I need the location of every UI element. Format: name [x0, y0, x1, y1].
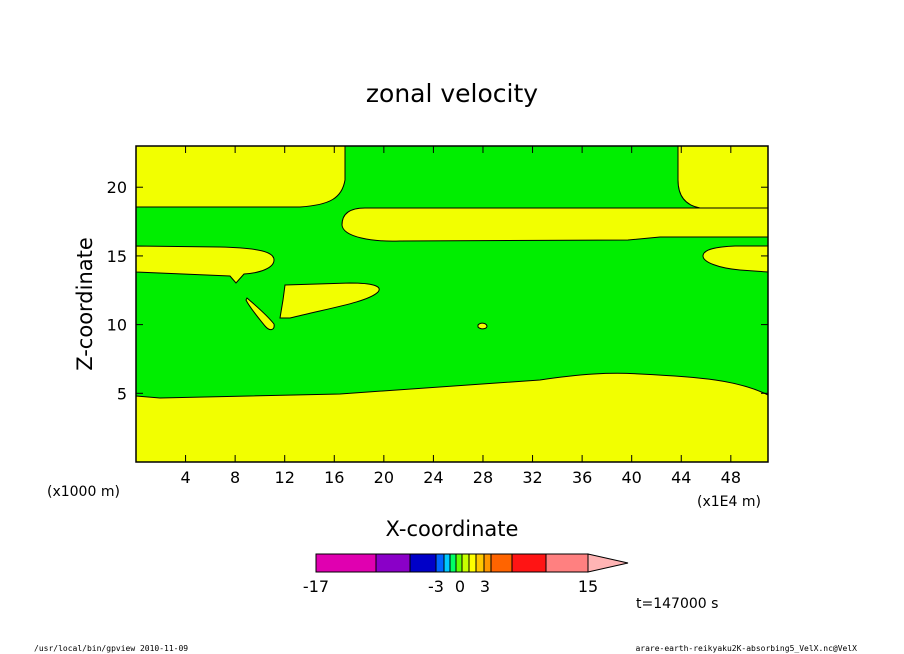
contour-bottom-band [135, 372, 769, 463]
x-tick-label: 8 [230, 468, 240, 487]
x-tick-label: 16 [324, 468, 344, 487]
x-tick-label: 4 [180, 468, 190, 487]
x-tick-label: 28 [473, 468, 493, 487]
colorbar [315, 553, 629, 573]
colorbar-cell [511, 553, 547, 573]
contour-right-blob [702, 245, 769, 273]
colorbar-label: -17 [303, 577, 329, 596]
colorbar-label: 15 [578, 577, 598, 596]
x-tick-label: 24 [423, 468, 443, 487]
x-unit-right: (x1E4 m) [697, 494, 761, 510]
footer-right: arare-earth-reikyaku2K-absorbing5_VelX.n… [635, 644, 857, 653]
y-axis-label: Z-coordinate [73, 237, 97, 371]
plot-frame [135, 145, 769, 463]
y-axis-ticks [136, 186, 768, 394]
colorbar-label: -3 [428, 577, 444, 596]
contour-center-blob [279, 282, 380, 319]
x-tick-labels: 4 8 12 16 20 24 28 32 36 40 44 48 [180, 468, 741, 487]
y-tick-labels: 5 10 15 20 [107, 178, 127, 403]
x-axis-ticks [185, 146, 732, 462]
x-tick-label: 32 [522, 468, 542, 487]
colorbar-cell [409, 553, 437, 573]
colorbar-cell [545, 553, 589, 573]
colorbar-cell [449, 553, 457, 573]
colorbar-cell [455, 553, 463, 573]
colorbar-cell [315, 553, 377, 573]
colorbar-labels: -17 -3 0 3 15 [303, 577, 598, 596]
colorbar-cell [443, 553, 451, 573]
time-label: t=147000 s [636, 596, 718, 612]
y-tick-label: 10 [107, 316, 127, 335]
colorbar-cell [483, 553, 492, 573]
x-tick-label: 36 [572, 468, 592, 487]
contour-middle-band [341, 207, 769, 242]
colorbar-cell [475, 553, 485, 573]
x-tick-label: 40 [622, 468, 642, 487]
x-tick-label: 44 [671, 468, 691, 487]
x-tick-label: 12 [275, 468, 295, 487]
chart-title: zonal velocity [366, 79, 538, 108]
contour-small-dot [477, 322, 488, 330]
x-tick-label: 48 [721, 468, 741, 487]
contour-top-left [135, 145, 346, 208]
colorbar-cell [490, 553, 513, 573]
colorbar-extension-arrow [587, 553, 629, 573]
x-tick-label: 20 [374, 468, 394, 487]
contour-thin-sliver [245, 297, 275, 331]
colorbar-label: 0 [455, 577, 465, 596]
footer-left: /usr/local/bin/gpview 2010-11-09 [34, 644, 188, 653]
x-unit-left: (x1000 m) [47, 484, 120, 500]
colorbar-cell [468, 553, 477, 573]
colorbar-cell [375, 553, 411, 573]
y-tick-label: 20 [107, 178, 127, 197]
colorbar-cell [435, 553, 445, 573]
colorbar-label: 3 [480, 577, 490, 596]
contour-top-right [677, 145, 769, 209]
y-tick-label: 5 [117, 384, 127, 403]
contour-regions [135, 145, 769, 463]
y-tick-label: 15 [107, 247, 127, 266]
contour-left-blob [135, 245, 275, 284]
x-axis-label: X-coordinate [386, 517, 519, 541]
colorbar-cell [461, 553, 470, 573]
